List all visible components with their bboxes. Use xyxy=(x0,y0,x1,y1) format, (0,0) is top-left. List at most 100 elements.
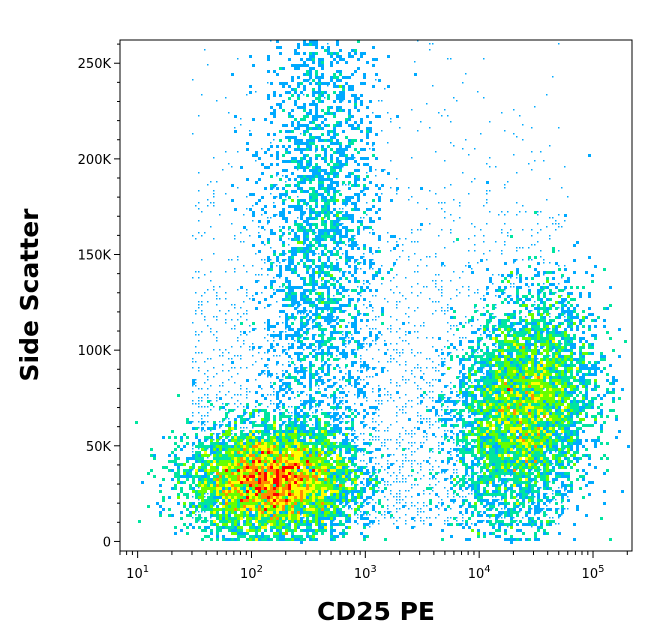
data-point xyxy=(345,250,348,253)
data-point xyxy=(336,418,339,421)
data-point xyxy=(369,346,371,348)
data-point xyxy=(309,241,312,244)
data-point xyxy=(402,322,405,325)
data-point xyxy=(303,235,306,238)
data-point xyxy=(597,412,600,415)
data-point xyxy=(411,292,413,294)
data-point xyxy=(540,307,543,310)
data-point xyxy=(525,421,528,424)
data-point xyxy=(294,250,297,253)
data-point xyxy=(528,382,531,385)
data-point xyxy=(321,409,323,411)
data-point xyxy=(585,388,588,391)
data-point xyxy=(333,100,336,103)
data-point xyxy=(288,85,291,88)
data-point xyxy=(531,337,534,340)
data-point xyxy=(327,145,330,148)
data-point xyxy=(318,298,321,301)
data-point xyxy=(300,313,302,315)
data-point xyxy=(522,328,525,331)
data-point xyxy=(285,184,288,187)
data-point xyxy=(297,307,299,309)
data-point xyxy=(540,412,543,415)
data-point xyxy=(363,280,365,282)
data-point xyxy=(462,418,465,421)
data-point xyxy=(393,262,396,265)
data-point xyxy=(405,403,407,405)
data-point xyxy=(366,382,369,385)
data-point xyxy=(234,325,236,327)
data-point xyxy=(495,406,498,409)
data-point xyxy=(354,352,357,355)
data-point xyxy=(375,169,377,171)
data-point xyxy=(330,106,333,109)
data-point xyxy=(354,148,357,151)
data-point xyxy=(300,421,303,424)
data-point xyxy=(504,412,507,415)
data-point xyxy=(300,382,303,385)
data-point xyxy=(501,355,504,358)
data-point xyxy=(423,286,425,288)
data-point xyxy=(348,415,351,418)
data-point xyxy=(579,355,582,358)
data-point xyxy=(513,346,516,349)
data-point xyxy=(516,298,519,301)
data-point xyxy=(333,415,336,418)
data-point xyxy=(546,355,549,358)
data-point xyxy=(327,397,329,399)
data-point xyxy=(375,430,377,432)
data-point xyxy=(351,424,354,427)
data-point xyxy=(369,301,371,303)
data-point xyxy=(363,409,366,412)
data-point xyxy=(561,301,564,304)
data-point xyxy=(300,199,303,202)
data-point xyxy=(300,376,303,379)
data-point xyxy=(513,406,516,409)
data-point xyxy=(528,265,531,268)
data-point xyxy=(459,412,462,415)
data-point xyxy=(432,85,434,87)
data-point xyxy=(348,406,351,409)
data-point xyxy=(375,406,378,409)
data-point xyxy=(249,91,252,94)
data-point xyxy=(585,412,588,415)
data-point xyxy=(273,391,275,393)
data-point xyxy=(285,334,288,337)
data-point xyxy=(273,196,276,199)
data-point xyxy=(282,403,285,406)
data-point xyxy=(333,238,336,241)
data-point xyxy=(240,427,242,429)
data-point xyxy=(333,82,336,85)
data-point xyxy=(339,421,342,424)
data-point xyxy=(546,388,549,391)
data-point xyxy=(531,415,534,418)
data-point xyxy=(312,175,315,178)
data-point xyxy=(447,340,449,342)
data-point xyxy=(516,202,518,204)
data-point xyxy=(225,424,228,427)
data-point xyxy=(270,373,273,376)
data-point xyxy=(204,424,206,426)
data-point xyxy=(294,67,297,70)
data-point xyxy=(309,187,312,190)
data-point xyxy=(333,328,336,331)
data-point xyxy=(510,385,513,388)
data-point xyxy=(291,250,294,253)
data-point xyxy=(489,313,492,316)
data-point xyxy=(384,394,386,396)
data-point xyxy=(528,328,531,331)
data-point xyxy=(525,373,528,376)
data-point xyxy=(234,421,237,424)
data-point xyxy=(336,52,339,55)
data-point xyxy=(327,199,330,202)
data-point xyxy=(507,358,510,361)
data-point xyxy=(516,427,519,430)
data-point xyxy=(492,409,495,412)
data-point xyxy=(345,154,348,157)
data-point xyxy=(219,349,221,351)
data-point xyxy=(267,433,270,436)
data-point xyxy=(558,250,560,252)
data-point xyxy=(318,244,321,247)
data-point xyxy=(345,61,348,64)
data-point xyxy=(354,202,357,205)
